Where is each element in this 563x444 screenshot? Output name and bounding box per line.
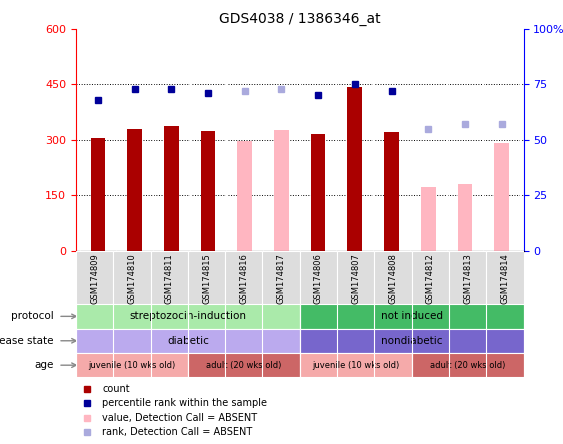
Bar: [300, 29, 337, 251]
Bar: [76, 304, 300, 329]
Bar: [300, 304, 524, 329]
Text: not induced: not induced: [381, 311, 443, 321]
Bar: [311, 134, 325, 251]
Bar: [80, 29, 117, 251]
Text: GSM174812: GSM174812: [426, 254, 435, 304]
Bar: [91, 138, 105, 251]
Text: GSM174807: GSM174807: [351, 254, 360, 305]
Bar: [373, 29, 410, 251]
Text: GSM174810: GSM174810: [127, 254, 136, 304]
Bar: [337, 29, 373, 251]
Text: juvenile (10 wks old): juvenile (10 wks old): [88, 361, 176, 370]
Bar: [76, 329, 300, 353]
Text: percentile rank within the sample: percentile rank within the sample: [102, 398, 267, 408]
Bar: [188, 251, 225, 304]
Text: GSM174813: GSM174813: [463, 254, 472, 305]
Bar: [225, 251, 262, 304]
Text: juvenile (10 wks old): juvenile (10 wks old): [312, 361, 399, 370]
Bar: [300, 353, 412, 377]
Text: protocol: protocol: [11, 311, 53, 321]
Text: count: count: [102, 384, 129, 394]
Bar: [226, 29, 263, 251]
Bar: [374, 251, 412, 304]
Bar: [486, 251, 524, 304]
Bar: [238, 141, 252, 251]
Text: nondiabetic: nondiabetic: [381, 336, 443, 346]
Bar: [337, 251, 374, 304]
Title: GDS4038 / 1386346_at: GDS4038 / 1386346_at: [219, 12, 381, 27]
Bar: [483, 29, 520, 251]
Bar: [494, 143, 509, 251]
Bar: [274, 130, 289, 251]
Text: adult (20 wks old): adult (20 wks old): [430, 361, 506, 370]
Text: disease state: disease state: [0, 336, 53, 346]
Bar: [421, 187, 436, 251]
Text: GSM174814: GSM174814: [501, 254, 510, 304]
Text: rank, Detection Call = ABSENT: rank, Detection Call = ABSENT: [102, 427, 252, 437]
Text: GSM174806: GSM174806: [314, 254, 323, 305]
Text: GSM174811: GSM174811: [165, 254, 174, 304]
Bar: [164, 126, 178, 251]
Text: GSM174809: GSM174809: [90, 254, 99, 304]
Bar: [300, 251, 337, 304]
Bar: [188, 353, 300, 377]
Bar: [113, 251, 151, 304]
Bar: [300, 329, 524, 353]
Bar: [117, 29, 153, 251]
Text: adult (20 wks old): adult (20 wks old): [206, 361, 282, 370]
Bar: [410, 29, 446, 251]
Bar: [190, 29, 226, 251]
Text: GSM174815: GSM174815: [202, 254, 211, 304]
Bar: [153, 29, 190, 251]
Bar: [127, 129, 142, 251]
Text: GSM174817: GSM174817: [276, 254, 285, 305]
Bar: [76, 353, 188, 377]
Bar: [151, 251, 188, 304]
Bar: [263, 29, 300, 251]
Bar: [201, 131, 216, 251]
Text: value, Detection Call = ABSENT: value, Detection Call = ABSENT: [102, 413, 257, 423]
Bar: [384, 132, 399, 251]
Bar: [412, 251, 449, 304]
Text: age: age: [34, 360, 53, 370]
Bar: [347, 87, 362, 251]
Text: GSM174816: GSM174816: [239, 254, 248, 305]
Text: GSM174808: GSM174808: [388, 254, 397, 305]
Bar: [449, 251, 486, 304]
Text: streptozocin-induction: streptozocin-induction: [129, 311, 247, 321]
Text: diabetic: diabetic: [167, 336, 209, 346]
Bar: [458, 184, 472, 251]
Bar: [262, 251, 300, 304]
Bar: [412, 353, 524, 377]
Bar: [446, 29, 483, 251]
Bar: [76, 251, 113, 304]
